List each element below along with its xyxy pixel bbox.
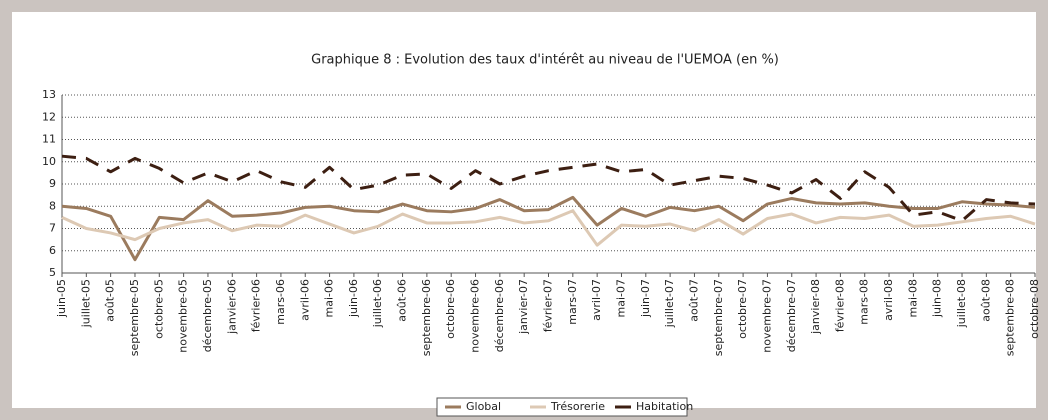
x-tick-label: février-07 bbox=[542, 279, 555, 332]
chart-title: Graphique 8 : Evolution des taux d'intér… bbox=[311, 53, 779, 68]
legend-label: Global bbox=[466, 400, 501, 413]
x-tick-label: avril-06 bbox=[298, 279, 311, 321]
y-tick-label: 9 bbox=[49, 177, 56, 190]
x-tick-label: juin-05 bbox=[55, 279, 68, 318]
x-tick-label: août-07 bbox=[687, 279, 700, 322]
x-tick-label: octobre-07 bbox=[736, 279, 749, 339]
x-tick-label: août-05 bbox=[104, 279, 117, 322]
x-tick-label: mars-07 bbox=[566, 279, 579, 325]
x-tick-label: novembre-06 bbox=[469, 279, 482, 353]
line-series bbox=[61, 195, 1036, 262]
x-tick-label: novembre-05 bbox=[177, 279, 190, 353]
x-tick-label: février-06 bbox=[250, 279, 263, 332]
y-tick-label: 10 bbox=[42, 155, 56, 168]
x-tick-label: mai-06 bbox=[323, 279, 336, 317]
x-tick-label: janvier-07 bbox=[517, 279, 530, 335]
y-tick-label: 5 bbox=[49, 266, 56, 279]
x-tick-label: août-06 bbox=[396, 279, 409, 322]
x-tick-label: novembre-07 bbox=[760, 279, 773, 353]
x-tick-label: avril-07 bbox=[590, 279, 603, 321]
x-tick-label: juin-06 bbox=[347, 279, 360, 318]
legend-label: Trésorerie bbox=[550, 400, 605, 413]
x-tick-label: février-08 bbox=[833, 279, 846, 332]
y-tick-label: 7 bbox=[49, 222, 56, 235]
legend-box bbox=[436, 397, 688, 417]
x-tick-label: mai-07 bbox=[614, 279, 627, 317]
x-tick-label: octobre-06 bbox=[444, 279, 457, 339]
x-tick-label: avril-08 bbox=[882, 279, 895, 321]
line-series bbox=[61, 154, 1036, 223]
legend-label: Habitation bbox=[636, 400, 693, 413]
x-tick-label: juillet-08 bbox=[955, 279, 968, 328]
x-tick-label: septembre-07 bbox=[712, 279, 725, 356]
x-tick-label: juin-08 bbox=[931, 279, 944, 318]
y-tick-label: 8 bbox=[49, 199, 56, 212]
x-tick-label: octobre-05 bbox=[152, 279, 165, 339]
x-tick-label: septembre-06 bbox=[420, 279, 433, 356]
x-tick-label: juillet-07 bbox=[663, 279, 676, 328]
y-tick-label: 13 bbox=[42, 88, 56, 101]
x-tick-label: juillet-06 bbox=[371, 279, 384, 328]
x-tick-label: mars-08 bbox=[858, 279, 871, 325]
x-tick-label: décembre-07 bbox=[785, 279, 798, 352]
x-tick-label: janvier-08 bbox=[809, 279, 822, 335]
x-tick-label: octobre-08 bbox=[1028, 279, 1041, 339]
line-series bbox=[61, 209, 1036, 247]
x-tick-label: mars-06 bbox=[274, 279, 287, 325]
x-tick-label: septembre-05 bbox=[128, 279, 141, 356]
x-tick-label: août-08 bbox=[979, 279, 992, 322]
x-tick-label: juillet-05 bbox=[79, 279, 92, 328]
x-tick-label: septembre-08 bbox=[1004, 279, 1017, 356]
x-tick-label: décembre-06 bbox=[493, 279, 506, 352]
y-tick-label: 11 bbox=[42, 133, 56, 146]
x-tick-label: juin-07 bbox=[639, 279, 652, 318]
x-tick-label: décembre-05 bbox=[201, 279, 214, 352]
x-tick-label: mai-08 bbox=[906, 279, 919, 317]
y-tick-label: 12 bbox=[42, 110, 56, 123]
y-tick-label: 6 bbox=[49, 244, 56, 257]
x-tick-label: janvier-06 bbox=[225, 279, 238, 335]
